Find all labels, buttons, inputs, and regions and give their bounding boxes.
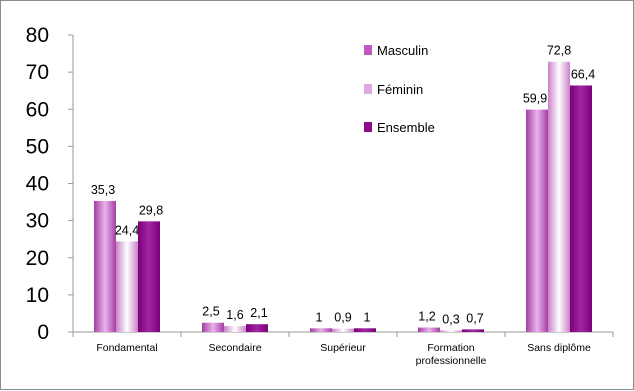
legend-swatch-ensemble xyxy=(364,122,372,132)
data-label: 2,5 xyxy=(202,305,219,319)
legend-label: Ensemble xyxy=(377,120,435,135)
bar-masculin xyxy=(526,109,548,332)
y-tick-label: 60 xyxy=(26,98,49,121)
data-label: 29,8 xyxy=(139,203,163,217)
bar-ensemble xyxy=(570,85,592,333)
data-label: 59,9 xyxy=(523,92,547,106)
bar-ensemble xyxy=(354,328,376,332)
bar-féminin xyxy=(440,330,462,332)
y-tick-label: 40 xyxy=(26,173,49,196)
data-label: 35,3 xyxy=(91,183,115,197)
y-tick-label: 20 xyxy=(26,247,49,270)
data-label: 1,6 xyxy=(226,308,243,322)
bar-masculin xyxy=(310,328,332,332)
data-label: 72,8 xyxy=(547,44,571,58)
data-label: 66,4 xyxy=(571,67,595,81)
y-tick-label: 0 xyxy=(37,321,49,344)
legend-label: Masculin xyxy=(377,43,428,58)
bar-ensemble xyxy=(246,324,268,332)
bar-ensemble xyxy=(138,221,160,332)
data-label: 0,9 xyxy=(334,311,351,325)
y-tick-label: 10 xyxy=(26,284,49,307)
x-tick-label: Fondamental xyxy=(96,342,157,354)
data-label: 1 xyxy=(364,310,371,324)
x-tick-label: Sans diplôme xyxy=(527,342,591,354)
data-label: 0,3 xyxy=(442,313,459,327)
x-tick-label: Formation professionnelle xyxy=(416,342,487,367)
bar-féminin xyxy=(332,328,354,332)
bar-masculin xyxy=(94,200,116,332)
x-tick-label: Secondaire xyxy=(208,342,261,354)
bar-ensemble xyxy=(462,329,484,332)
data-label: 0,7 xyxy=(466,311,483,325)
data-label: 1 xyxy=(316,310,323,324)
y-tick-label: 80 xyxy=(26,24,49,47)
y-tick-label: 70 xyxy=(26,61,49,84)
bar-féminin xyxy=(116,241,138,332)
y-tick-label: 50 xyxy=(26,135,49,158)
data-label: 1,2 xyxy=(418,310,435,324)
legend-swatch-féminin xyxy=(364,84,372,94)
x-tick-label: Supérieur xyxy=(320,342,366,354)
bar-féminin xyxy=(224,326,246,332)
legend-label: Féminin xyxy=(377,82,423,97)
y-tick-label: 30 xyxy=(26,210,49,233)
bar-féminin xyxy=(548,61,570,332)
bar-masculin xyxy=(418,327,440,332)
data-label: 2,1 xyxy=(250,306,267,320)
data-label: 24,4 xyxy=(115,223,139,237)
legend-swatch-masculin xyxy=(364,45,372,55)
bar-masculin xyxy=(202,322,224,332)
